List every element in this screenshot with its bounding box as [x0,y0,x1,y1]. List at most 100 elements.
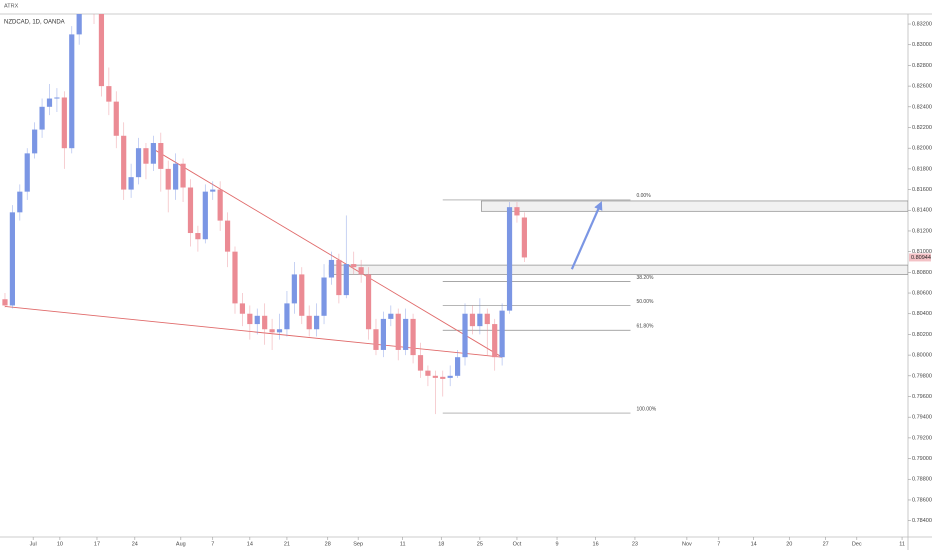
candle-body [239,303,246,314]
candle-body [180,163,186,188]
y-tick-label: 0.82800 [912,63,932,69]
candle-body [106,86,112,102]
fib-label: 100.00% [636,406,656,412]
candle-body [306,315,312,330]
candle-body [69,34,75,149]
candle-body [76,14,82,35]
candle-body [336,259,342,296]
candle-body [321,277,327,316]
y-tick-label: 0.79600 [912,394,932,400]
y-tick-label: 0.78400 [912,518,932,524]
plot-area: 0.00% 38.20% 50.00% 61.80% 100.00% [2,14,908,415]
candle-body [254,315,260,325]
candle-body [492,324,498,358]
chart-title: NZDCAD, 1D, OANDA [4,20,65,26]
x-tick-label: 7 [211,541,214,547]
candle-body [417,355,424,371]
y-tick-label: 0.79800 [912,373,932,379]
candle-body [514,207,520,216]
candle-body [128,177,134,190]
candle-body [351,264,357,268]
y-tick-label: 0.81400 [912,208,932,214]
candle-body [299,274,305,316]
x-tick-label: 9 [555,541,558,547]
candle-body [291,274,297,304]
x-tick-label: 16 [593,541,599,547]
x-tick-label: 14 [247,541,253,547]
last-price-box [909,253,931,262]
candle-body [269,329,275,333]
y-tick-label: 0.81000 [912,249,932,255]
y-tick-label: 0.81200 [912,228,932,234]
y-tick-label: 0.80400 [912,311,932,317]
candle-body [150,143,156,164]
candle-body [410,318,416,356]
candle-body [373,329,379,350]
candle-body [343,264,349,296]
candle-body [425,370,431,376]
candle-body [32,129,38,154]
candle-body [462,313,468,358]
candle-body [395,313,401,350]
candle-body [135,148,142,178]
x-tick-label: Jul [30,541,37,547]
x-tick-label: 25 [477,541,483,547]
candle-body [432,375,438,378]
candle-body [173,163,179,190]
candle-body [143,148,149,164]
candle-body [455,357,461,376]
candle-body [9,212,15,306]
candle-body [521,217,527,258]
x-tick-label: 23 [632,541,638,547]
header: ATRX [4,3,19,9]
candle-body [39,106,45,130]
candle-body [365,274,372,330]
candle-body [403,318,409,350]
candle-body [165,168,171,190]
candle-body [284,303,290,330]
candle-body [247,313,253,325]
candle-body [46,98,53,107]
candle-body [328,259,335,278]
y-tick-label: 0.80800 [912,270,932,276]
x-tick-label: 14 [751,541,757,547]
y-tick-label: 0.82600 [912,84,932,90]
candle-body [469,313,476,327]
candle-body [477,313,483,327]
candle-body [24,153,30,192]
zone [480,200,908,212]
x-tick-label: 11 [899,541,905,547]
candle-body [202,191,208,240]
zone [328,264,908,275]
y-tick-label: 0.79400 [912,415,932,421]
x-tick-label: Sep [353,541,363,547]
x-tick-label: 7 [717,541,720,547]
candle-body [210,189,216,192]
fib-label: 50.00% [636,299,654,305]
candle-body [113,101,119,136]
candle-body [447,375,453,378]
x-tick-label: Oct [513,541,522,547]
candle-body [499,310,505,358]
candle-body [61,97,67,149]
axes: 0.78400 0.78600 0.78800 0.79000 0.79200 0.794… [30,21,932,547]
x-tick-label: 10 [57,541,63,547]
x-tick-label: 24 [132,541,138,547]
y-tick-label: 0.81600 [912,187,932,193]
candle-body [187,187,194,234]
candle-body [314,315,320,330]
x-tick-label: Nov [682,541,692,547]
arrow [570,201,603,270]
candle-body [54,97,60,99]
x-tick-label: 27 [823,541,829,547]
candle-body [358,267,364,275]
candle-body [17,191,23,213]
candle-body [380,318,386,350]
fib-label: 0.00% [636,193,651,199]
last-price-label: 0.80944 [911,255,931,261]
candle-body [484,313,490,325]
x-tick-label: Aug [176,541,186,547]
y-tick-label: 0.78800 [912,477,932,483]
